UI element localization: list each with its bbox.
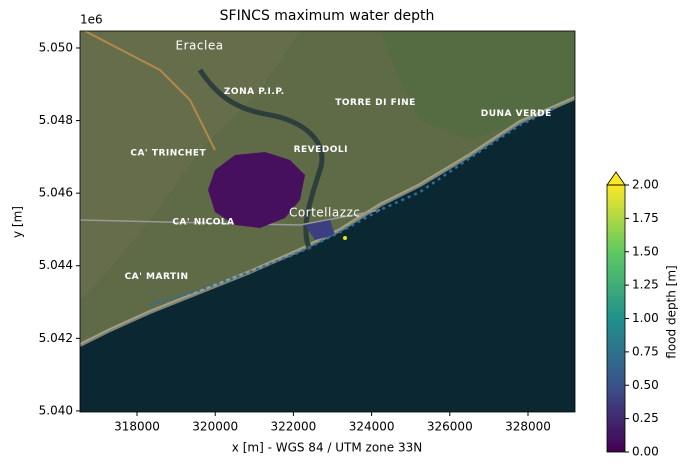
road (84, 31, 216, 151)
place-label: REVEDOLI (294, 145, 348, 155)
x-tick-label: 320000 (192, 420, 238, 434)
colorbar-tick-label: 1.00 (632, 311, 659, 325)
place-label: CA' MARTIN (125, 272, 189, 282)
y-tick-label: 5.040 (39, 403, 73, 417)
x-axis-label: x [m] - WGS 84 / UTM zone 33N (232, 441, 422, 455)
colorbar-tick-label: 0.00 (632, 445, 659, 459)
place-label: CA' NICOLA (172, 218, 234, 228)
y-tick-label: 5.046 (39, 186, 73, 200)
colorbar-extend (606, 171, 626, 186)
place-label: DUNA VERDE (481, 109, 552, 119)
chart-title: SFINCS maximum water depth (220, 8, 435, 24)
colorbar-tick-label: 0.75 (632, 344, 659, 358)
x-tick-label: 328000 (505, 420, 551, 434)
x-tick-label: 326000 (427, 420, 473, 434)
road (80, 209, 381, 226)
colorbar-label: flood depth [m] (665, 265, 679, 358)
x-tick-label: 324000 (349, 420, 395, 434)
flood-area (208, 152, 305, 228)
colorbar-tick-label: 2.00 (632, 178, 659, 192)
beach (80, 96, 575, 347)
colorbar-tick-label: 0.25 (632, 411, 659, 425)
colorbar (607, 185, 625, 452)
flood-point (343, 236, 347, 240)
place-label: CA' TRINCHET (130, 149, 206, 159)
y-offset-label: 1e6 (80, 13, 103, 27)
colorbar-tick-label: 1.75 (632, 211, 659, 225)
place-label: Eraclea (176, 39, 224, 53)
fields (380, 31, 575, 140)
place-label: Cortellazzc (289, 206, 360, 220)
y-axis-label: y [m] (11, 206, 25, 238)
basemap (80, 31, 575, 412)
place-label: TORRE DI FINE (335, 98, 416, 108)
river (197, 68, 325, 252)
flood-area (305, 220, 335, 240)
x-tick-label: 322000 (270, 420, 316, 434)
colorbar-tick-label: 1.50 (632, 244, 659, 258)
axes-frame (79, 30, 576, 413)
place-label: ZONA P.I.P. (224, 87, 285, 97)
flood-coast (149, 106, 556, 307)
y-tick-label: 5.044 (39, 258, 73, 272)
y-tick-label: 5.048 (39, 113, 73, 127)
y-tick-label: 5.050 (39, 40, 73, 54)
fields (80, 31, 300, 300)
x-tick-label: 318000 (114, 420, 160, 434)
colorbar-tick-label: 0.50 (632, 378, 659, 392)
y-tick-label: 5.042 (39, 331, 73, 345)
colorbar-tick-label: 1.25 (632, 278, 659, 292)
